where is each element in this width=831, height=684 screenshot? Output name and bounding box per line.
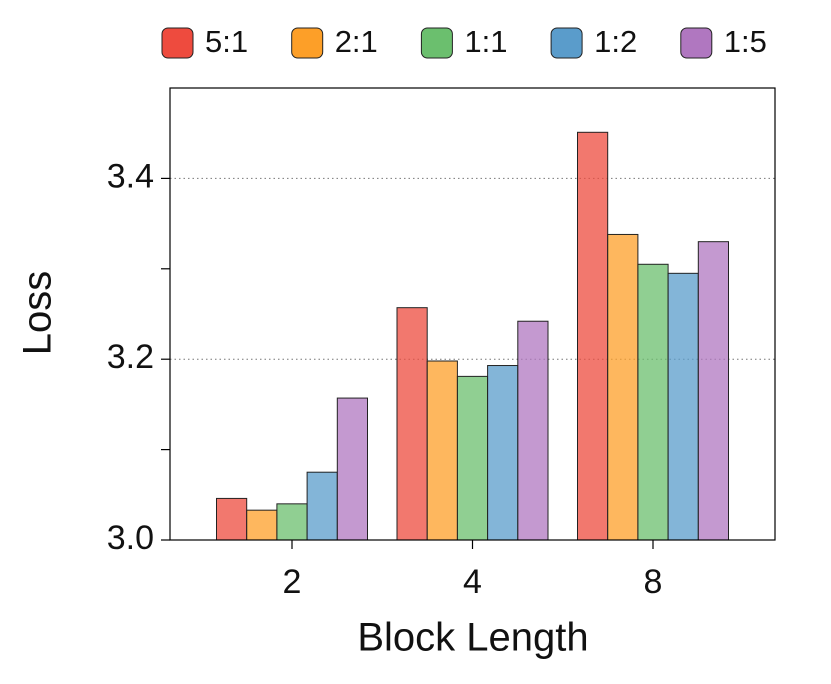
bar: [577, 131, 609, 541]
legend-swatch: [161, 27, 194, 59]
y-tick-label: 3.4: [107, 157, 154, 195]
legend-swatch: [420, 27, 453, 59]
bar: [487, 365, 519, 541]
bar: [216, 497, 248, 541]
bar: [336, 397, 368, 541]
legend-swatch: [680, 27, 713, 59]
bar: [396, 307, 428, 541]
legend-swatch: [291, 27, 324, 59]
y-tick-label: 3.2: [107, 338, 154, 376]
bar: [607, 233, 639, 541]
legend-label: 2:1: [335, 24, 378, 59]
legend-label: 1:1: [464, 24, 507, 59]
legend-label: 1:2: [594, 24, 637, 59]
bar: [517, 320, 549, 541]
bar: [637, 263, 669, 541]
x-tick-label: 2: [283, 563, 302, 601]
y-tick-label: 3.0: [107, 519, 154, 557]
plot-frame: [169, 87, 776, 541]
y-axis-label: Loss: [16, 271, 60, 356]
bar: [306, 471, 338, 541]
x-tick-label: 8: [644, 563, 663, 601]
legend-swatch: [550, 27, 583, 59]
bar: [426, 360, 458, 541]
bar: [276, 503, 308, 541]
legend-label: 1:5: [724, 24, 767, 59]
bar: [246, 509, 278, 541]
legend-label: 5:1: [205, 24, 248, 59]
bar: [667, 272, 699, 541]
bar: [456, 375, 489, 541]
x-tick-label: 4: [463, 563, 482, 601]
x-axis-label: Block Length: [357, 616, 588, 660]
bar: [697, 241, 729, 541]
